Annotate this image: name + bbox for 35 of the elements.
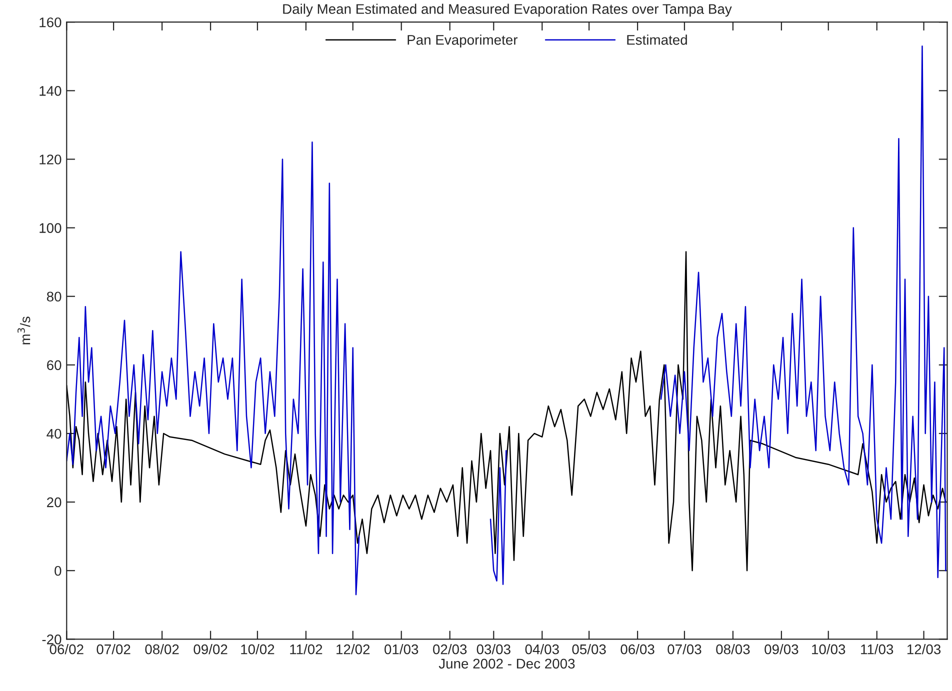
x-tick-label: 05/03 [572, 644, 606, 654]
x-tick-label: 09/02 [194, 644, 228, 654]
x-tick-label: 03/03 [476, 644, 510, 654]
y-tick-label: 40 [46, 428, 62, 439]
x-tick-label: 02/03 [433, 644, 467, 654]
y-axis-title: m$^{3}$/s [18, 316, 30, 344]
y-tick-label: -20 [42, 634, 62, 644]
y-tick-label: 120 [40, 154, 62, 164]
x-tick-label: 10/03 [812, 644, 846, 654]
y-tick-label: 140 [40, 86, 62, 96]
y-tick-label: 80 [46, 292, 62, 302]
x-tick-label: 08/03 [716, 644, 750, 654]
x-tick-label: 06/03 [620, 644, 654, 654]
x-tick-label: 11/03 [861, 644, 894, 654]
y-tick-label: 20 [47, 497, 62, 508]
y-tick-label: 160 [40, 17, 62, 28]
x-tick-label: 10/02 [241, 644, 274, 654]
x-tick-label: 06/02 [50, 644, 84, 654]
y-tick-label: 60 [47, 360, 62, 370]
legend-label: Estimated [627, 34, 687, 45]
x-tick-label: 12/02 [336, 644, 370, 654]
x-tick-label: 08/02 [145, 644, 179, 654]
x-tick-label: 11/02 [290, 644, 322, 654]
x-tick-label: 07/02 [96, 644, 130, 654]
x-tick-label: 04/03 [525, 644, 559, 654]
y-tick-label: 0 [54, 566, 62, 576]
x-axis-title: June 2002 - Dec 2003 [438, 658, 575, 669]
x-tick-label: 09/03 [764, 644, 798, 654]
x-tick-label: 01/03 [384, 644, 418, 654]
y-tick-label: 100 [40, 223, 62, 233]
x-tick-label: 12/03 [907, 644, 941, 654]
legend-label: Pan Evaporimeter [408, 34, 518, 48]
x-tick-label: 07/03 [668, 644, 702, 654]
chart-title: Daily Mean Estimated and Measured Evaporation Rates over Tampa Bay [283, 4, 732, 17]
line-series [66, 251, 946, 572]
